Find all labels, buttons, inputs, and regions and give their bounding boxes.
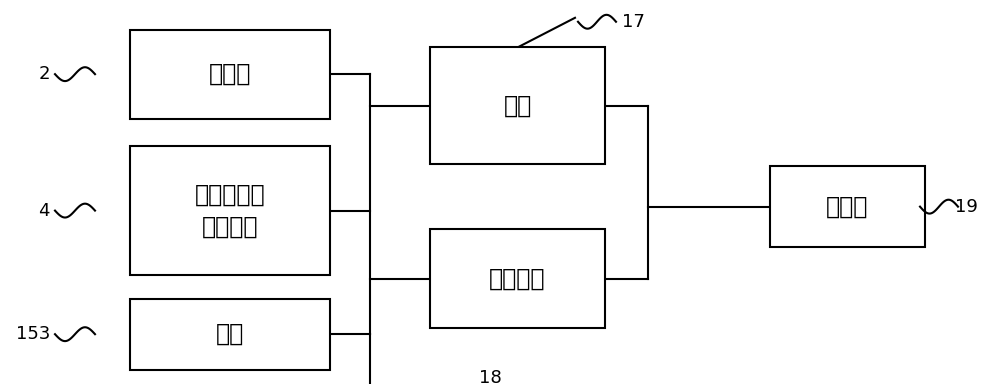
Text: 翘片式换热
器的风扇: 翘片式换热 器的风扇 <box>195 183 265 238</box>
Bar <box>130 299 330 370</box>
Text: 4: 4 <box>38 202 50 220</box>
Text: 19: 19 <box>955 197 978 216</box>
Text: 2: 2 <box>38 65 50 83</box>
Text: 压缩机: 压缩机 <box>209 62 251 86</box>
Text: 水泵: 水泵 <box>216 322 244 346</box>
Text: 18: 18 <box>479 369 501 387</box>
Text: 电源: 电源 <box>503 94 532 118</box>
Bar <box>130 29 330 119</box>
Text: 控制器: 控制器 <box>826 195 869 219</box>
Bar <box>430 47 605 164</box>
Bar <box>430 229 605 328</box>
Text: 153: 153 <box>16 325 50 343</box>
Text: 17: 17 <box>622 13 645 31</box>
Text: 压差开关: 压差开关 <box>489 267 546 291</box>
Bar <box>770 166 925 247</box>
Bar <box>130 146 330 275</box>
